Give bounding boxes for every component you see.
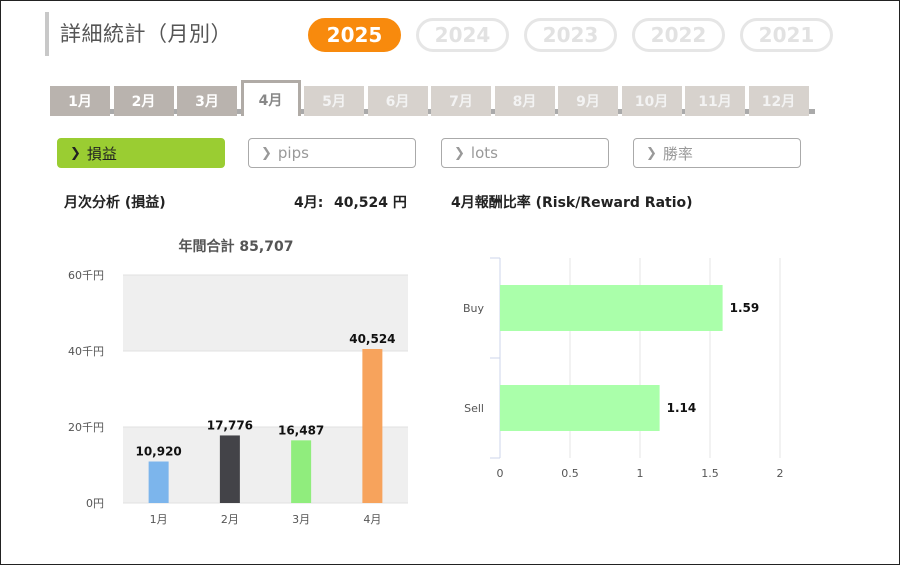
tab-month-7[interactable]: 7月 — [431, 86, 491, 116]
title-accent — [45, 12, 49, 56]
year-pill-2023[interactable]: 2023 — [524, 18, 617, 52]
metric-button-lots[interactable]: ❯ lots — [441, 138, 609, 168]
metric-button-label: 勝率 — [662, 144, 693, 163]
tab-month-3[interactable]: 3月 — [177, 86, 237, 116]
bar-data-label: 10,920 — [135, 445, 181, 459]
y-tick-label: 40千円 — [68, 345, 104, 358]
x-tick-label: 1月 — [150, 513, 168, 526]
x-tick-label: 0.5 — [561, 467, 579, 480]
x-tick-label: 2 — [777, 467, 784, 480]
chevron-right-icon: ❯ — [646, 145, 657, 161]
x-tick-label: 1 — [637, 467, 644, 480]
tab-month-10[interactable]: 10月 — [621, 86, 682, 116]
metric-button-profit[interactable]: ❯ 損益 — [57, 138, 225, 168]
chart-y-axis — [490, 257, 501, 459]
risk-reward-chart: 1.59 1.14 Buy Sell 0 0.5 1 1.5 2 — [463, 257, 784, 480]
chevron-right-icon: ❯ — [70, 145, 81, 161]
chevron-right-icon: ❯ — [261, 145, 272, 161]
metric-button-label: pips — [277, 144, 309, 162]
year-pill-2025[interactable]: 2025 — [308, 18, 401, 52]
chart-bars — [148, 349, 383, 503]
current-month-label: 4月: — [294, 195, 324, 211]
tab-month-4[interactable]: 4月 — [240, 80, 301, 116]
x-tick-label: 1.5 — [701, 467, 719, 480]
tab-month-9[interactable]: 9月 — [558, 86, 618, 116]
tab-month-11[interactable]: 11月 — [685, 86, 745, 116]
month-tabs: 1月 2月 3月 4月 5月 6月 7月 8月 9月 10月 11月 12月 — [50, 80, 812, 116]
bar-data-label: 16,487 — [278, 423, 324, 437]
chart-x-axis: 0 0.5 1 1.5 2 — [497, 467, 784, 480]
x-tick-label: 0 — [497, 467, 504, 480]
y-tick-label: 0円 — [86, 497, 104, 510]
tab-month-6[interactable]: 6月 — [367, 86, 428, 116]
x-tick-label: 4月 — [363, 513, 381, 526]
chart-bar — [500, 385, 660, 431]
tab-month-1[interactable]: 1月 — [50, 86, 110, 116]
chart-data-labels: 1.59 1.14 — [667, 301, 760, 415]
tab-month-12[interactable]: 12月 — [748, 86, 809, 116]
metric-button-pips[interactable]: ❯ pips — [248, 138, 416, 168]
chart-bar — [362, 349, 383, 503]
year-pill-2024[interactable]: 2024 — [416, 18, 509, 52]
bar-data-label: 17,776 — [207, 418, 253, 432]
chart-bar — [148, 461, 169, 503]
bar-data-label: 1.59 — [730, 301, 760, 315]
bar-data-label: 1.14 — [667, 401, 697, 415]
chart-y-axis: 0円 20千円 40千円 60千円 — [68, 269, 104, 510]
category-label: Buy — [463, 302, 485, 315]
tab-month-8[interactable]: 8月 — [494, 86, 555, 116]
metric-button-label: lots — [470, 144, 498, 162]
tab-month-2[interactable]: 2月 — [113, 86, 174, 116]
chart-band — [123, 427, 408, 503]
page-title: 詳細統計（月別） — [60, 22, 232, 46]
year-selector: 2025 2024 2023 2022 2021 — [308, 18, 833, 52]
chart-band — [123, 275, 408, 351]
x-tick-label: 3月 — [292, 513, 310, 526]
chart-bars — [500, 285, 723, 431]
chevron-right-icon: ❯ — [454, 145, 465, 161]
chart-data-labels: 10,920 17,776 16,487 40,524 — [135, 332, 395, 458]
x-tick-label: 2月 — [221, 513, 239, 526]
chart-bar — [291, 440, 312, 503]
chart-bar — [500, 285, 723, 331]
chart-x-axis: 1月 2月 3月 4月 — [150, 513, 382, 526]
y-tick-label: 20千円 — [68, 421, 104, 434]
monthly-analysis-heading: 月次分析 (損益) — [64, 195, 166, 211]
year-pill-2021[interactable]: 2021 — [740, 18, 833, 52]
tab-month-5[interactable]: 5月 — [304, 86, 364, 116]
chart-category-labels: Buy Sell — [463, 302, 485, 415]
current-month-value: 40,524 円 — [334, 195, 407, 211]
ratio-heading: 4月報酬比率 (Risk/Reward Ratio) — [451, 195, 693, 211]
metric-button-label: 損益 — [86, 144, 117, 163]
chart-title: 年間合計 85,707 — [179, 238, 294, 255]
bar-data-label: 40,524 — [349, 332, 395, 346]
chart-bar — [219, 435, 240, 503]
chart-bands — [123, 275, 408, 503]
year-pill-2022[interactable]: 2022 — [632, 18, 725, 52]
category-label: Sell — [464, 402, 484, 415]
metric-button-winrate[interactable]: ❯ 勝率 — [633, 138, 801, 168]
y-tick-label: 60千円 — [68, 269, 104, 282]
chart-gridlines — [123, 274, 408, 504]
